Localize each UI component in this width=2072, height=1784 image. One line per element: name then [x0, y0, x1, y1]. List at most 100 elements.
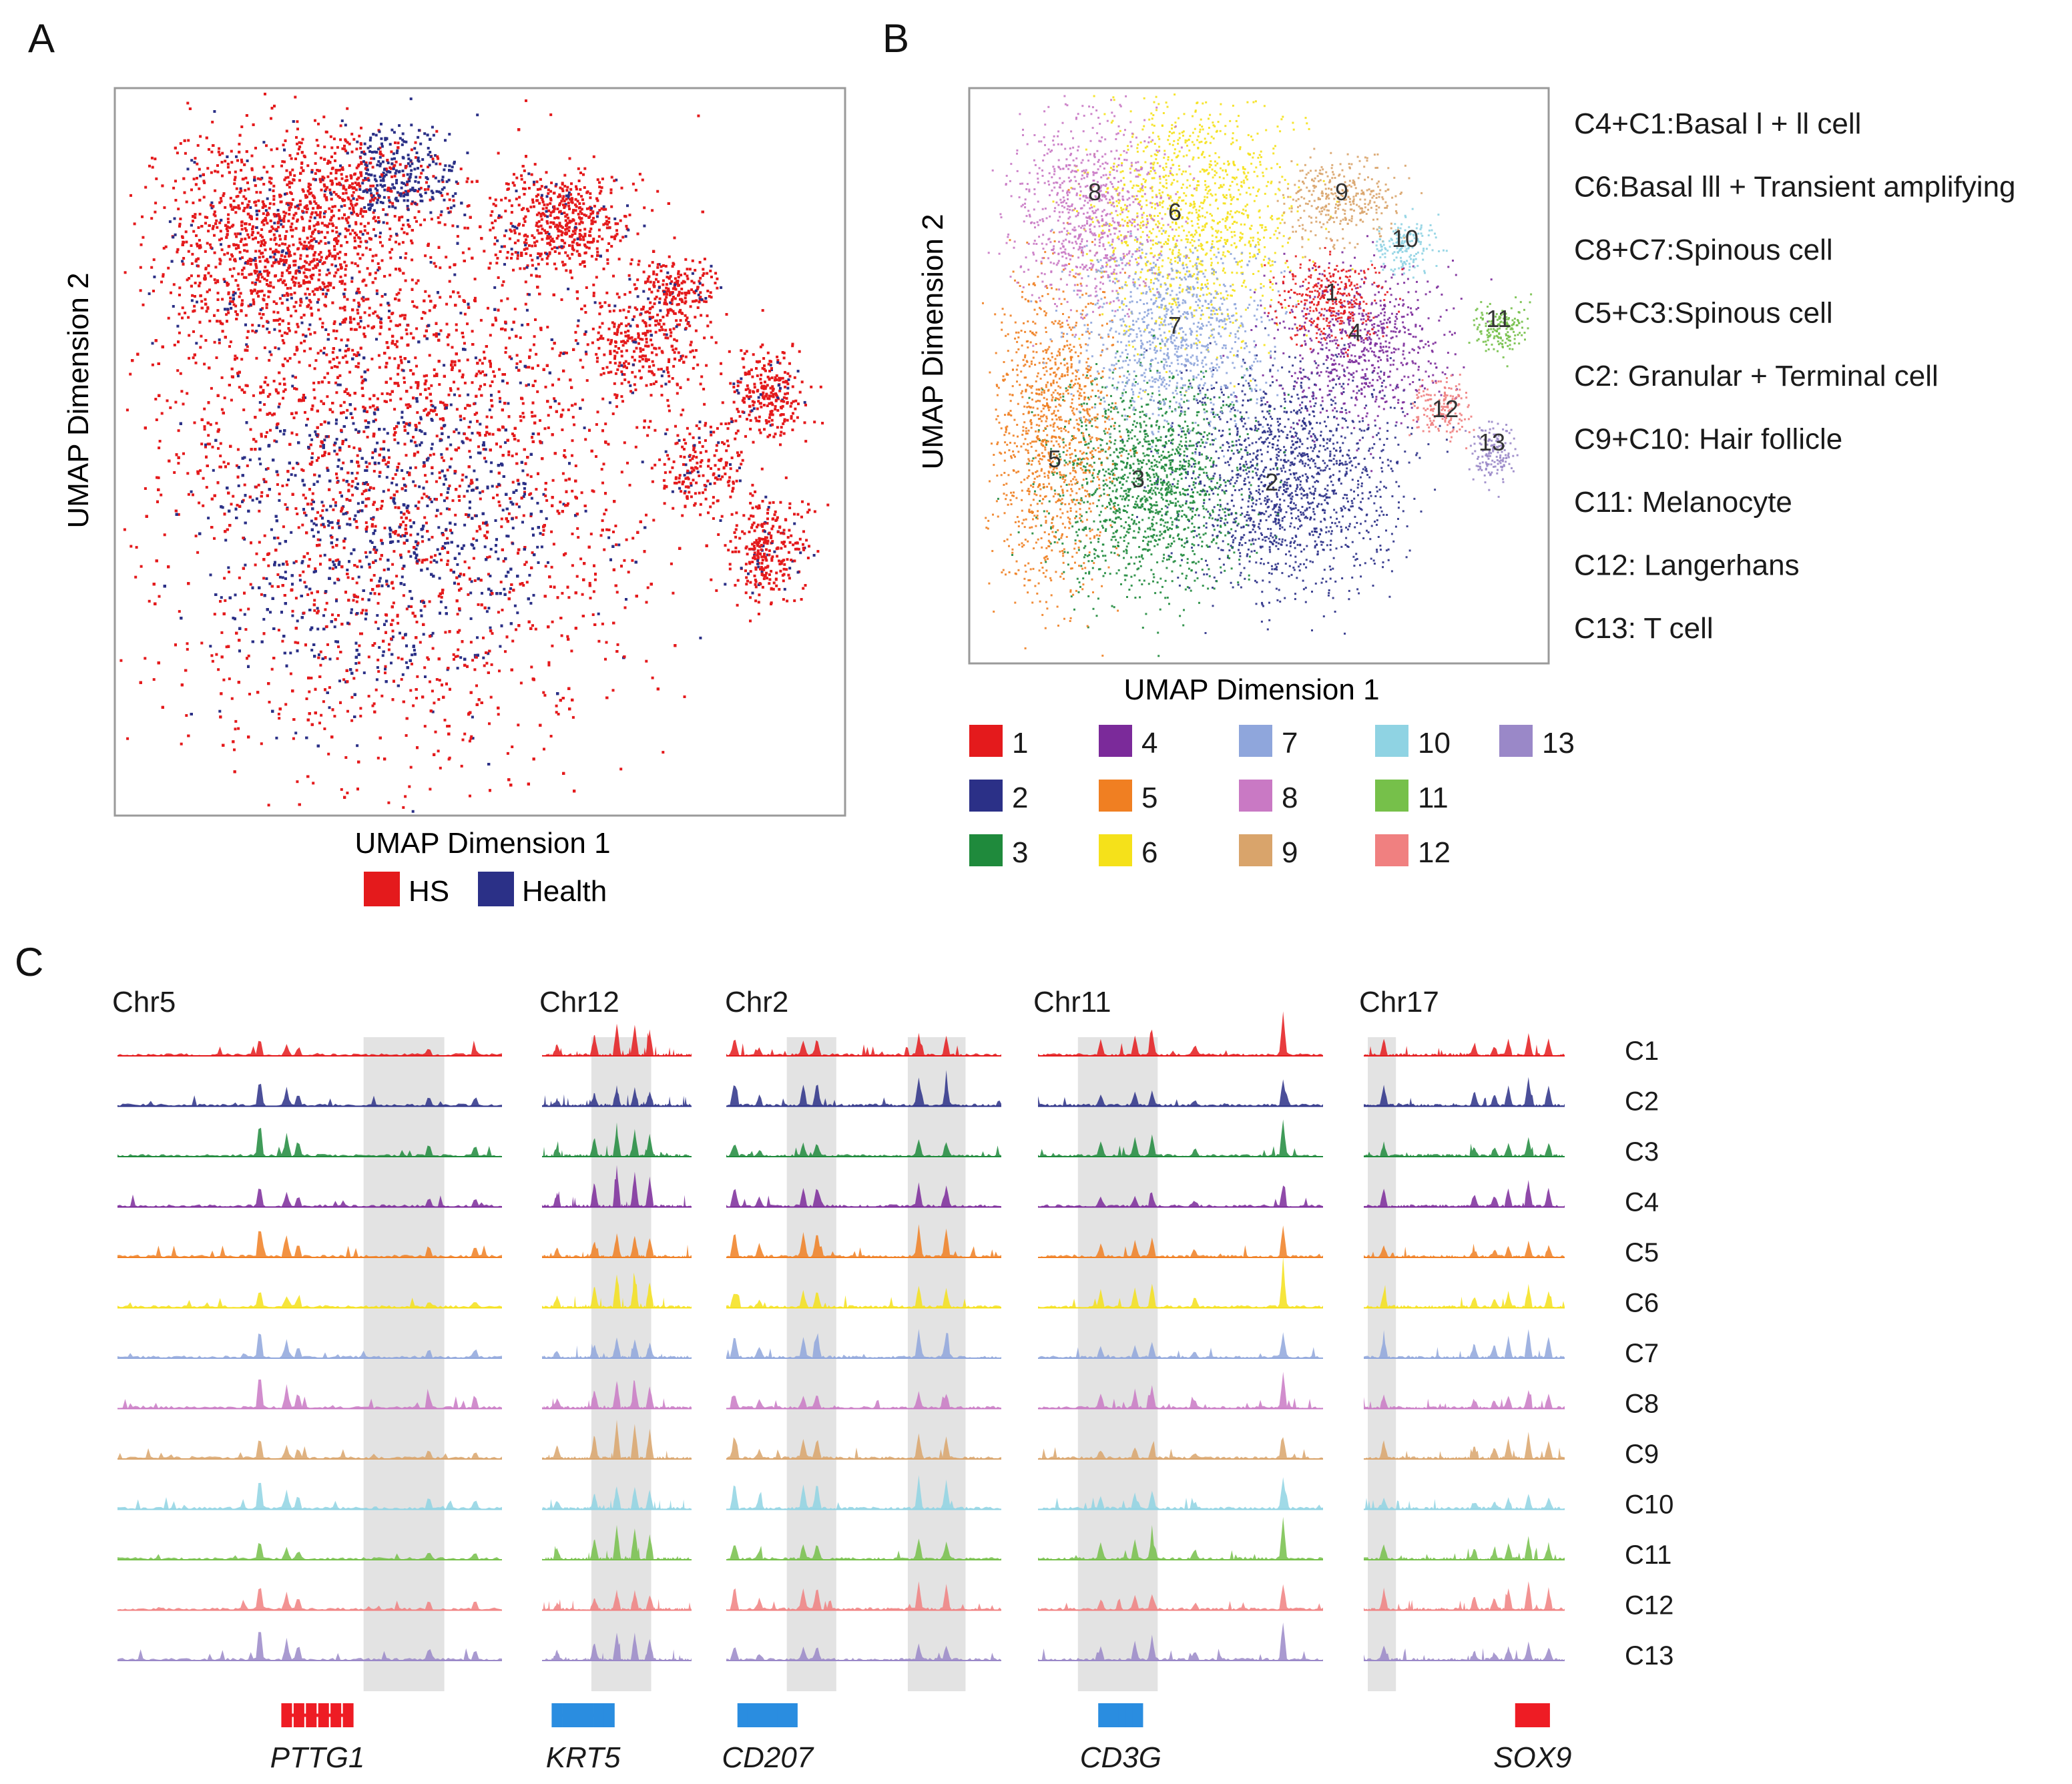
umap-a-point: [301, 523, 304, 527]
umap-a-point: [468, 739, 471, 743]
umap-a-point: [457, 648, 460, 651]
umap-a-point: [593, 578, 597, 581]
umap-a-point: [371, 451, 374, 455]
umap-a-point: [224, 539, 228, 542]
umap-a-point: [458, 609, 461, 612]
umap-a-point: [542, 529, 545, 532]
umap-a-point: [237, 727, 240, 730]
umap-a-point: [414, 356, 417, 360]
umap-a-point: [433, 368, 436, 371]
umap-a-point: [597, 612, 600, 615]
umap-a-point: [294, 309, 298, 312]
umap-a-point: [501, 609, 504, 611]
umap-a-point: [443, 718, 447, 721]
umap-a-point: [232, 495, 235, 498]
umap-a-point: [237, 484, 240, 487]
umap-a-point: [265, 577, 268, 580]
umap-a-point: [627, 571, 630, 574]
umap-a-point: [364, 551, 367, 554]
umap-a-point: [543, 427, 547, 430]
umap-a-point: [403, 425, 407, 428]
umap-a-point: [397, 372, 400, 376]
umap-a-point: [429, 261, 433, 264]
umap-a-point: [601, 519, 604, 523]
umap-a-point: [265, 430, 268, 434]
umap-a-point: [399, 397, 403, 400]
umap-a-point: [547, 426, 550, 429]
umap-a-point: [652, 519, 656, 522]
umap-a-point: [356, 351, 360, 354]
umap-a-point: [206, 442, 210, 446]
umap-a-point: [526, 292, 529, 296]
umap-a-point: [266, 467, 270, 470]
umap-a-point: [287, 249, 290, 252]
umap-a-point: [451, 499, 455, 503]
umap-a-point: [336, 657, 339, 660]
umap-a-point: [464, 406, 467, 410]
umap-a-point: [499, 581, 503, 584]
umap-a-point: [315, 523, 318, 527]
umap-a-point: [435, 413, 438, 416]
umap-a-point: [434, 730, 437, 733]
umap-a-point: [213, 613, 216, 616]
umap-a-point: [209, 645, 212, 648]
umap-a-point: [469, 438, 472, 442]
umap-a-point: [461, 738, 465, 741]
umap-a-point: [565, 504, 569, 507]
umap-a-point: [297, 526, 300, 529]
umap-a-point: [331, 567, 334, 571]
umap-a-point: [621, 373, 624, 376]
umap-a-point: [318, 539, 322, 541]
umap-a-point: [476, 636, 479, 639]
umap-a-point: [354, 365, 358, 368]
umap-a-point: [469, 794, 471, 798]
umap-a-point: [338, 679, 341, 683]
umap-a-point: [488, 555, 491, 559]
umap-a-point: [323, 438, 326, 442]
umap-a-point: [278, 318, 282, 321]
umap-a-point: [544, 385, 547, 388]
umap-a-point: [412, 704, 415, 707]
umap-a-point: [449, 295, 452, 298]
umap-a-point: [546, 326, 549, 329]
umap-a-point: [354, 477, 358, 480]
umap-a-point: [336, 481, 339, 484]
umap-a-point: [641, 178, 644, 182]
umap-a-point: [339, 275, 342, 278]
umap-a-point: [376, 756, 380, 760]
umap-a-point: [470, 580, 473, 583]
umap-a-point: [601, 397, 605, 400]
umap-a-point: [264, 468, 268, 471]
umap-a-point: [284, 503, 287, 506]
umap-a-point: [224, 599, 227, 602]
umap-a-point: [501, 509, 505, 512]
umap-a-point: [129, 372, 132, 376]
umap-a-point: [487, 652, 490, 655]
umap-a-point: [310, 461, 314, 464]
umap-a-point: [294, 474, 297, 477]
umap-a-point: [247, 607, 250, 611]
umap-a-point: [219, 455, 222, 458]
umap-a-point: [475, 478, 479, 481]
umap-a-point: [328, 567, 332, 570]
umap-a-point: [356, 483, 360, 485]
umap-a-point: [477, 451, 480, 455]
umap-a-point: [332, 508, 335, 511]
umap-a-point: [448, 508, 451, 511]
umap-a-point: [432, 453, 435, 456]
umap-a-point: [380, 505, 384, 508]
umap-a-point: [704, 497, 708, 501]
umap-a-point: [531, 551, 534, 555]
umap-a-point: [366, 324, 370, 328]
umap-a-point: [605, 291, 609, 294]
umap-a-point: [469, 641, 473, 644]
umap-a-point: [346, 576, 350, 579]
umap-a-point: [411, 278, 414, 282]
umap-a-point: [326, 520, 330, 523]
umap-a-point: [472, 557, 475, 560]
umap-a-point: [404, 795, 407, 798]
umap-a-point: [394, 506, 397, 509]
umap-a-point: [336, 365, 339, 368]
umap-a-point: [519, 336, 522, 339]
umap-a-point: [228, 258, 232, 261]
